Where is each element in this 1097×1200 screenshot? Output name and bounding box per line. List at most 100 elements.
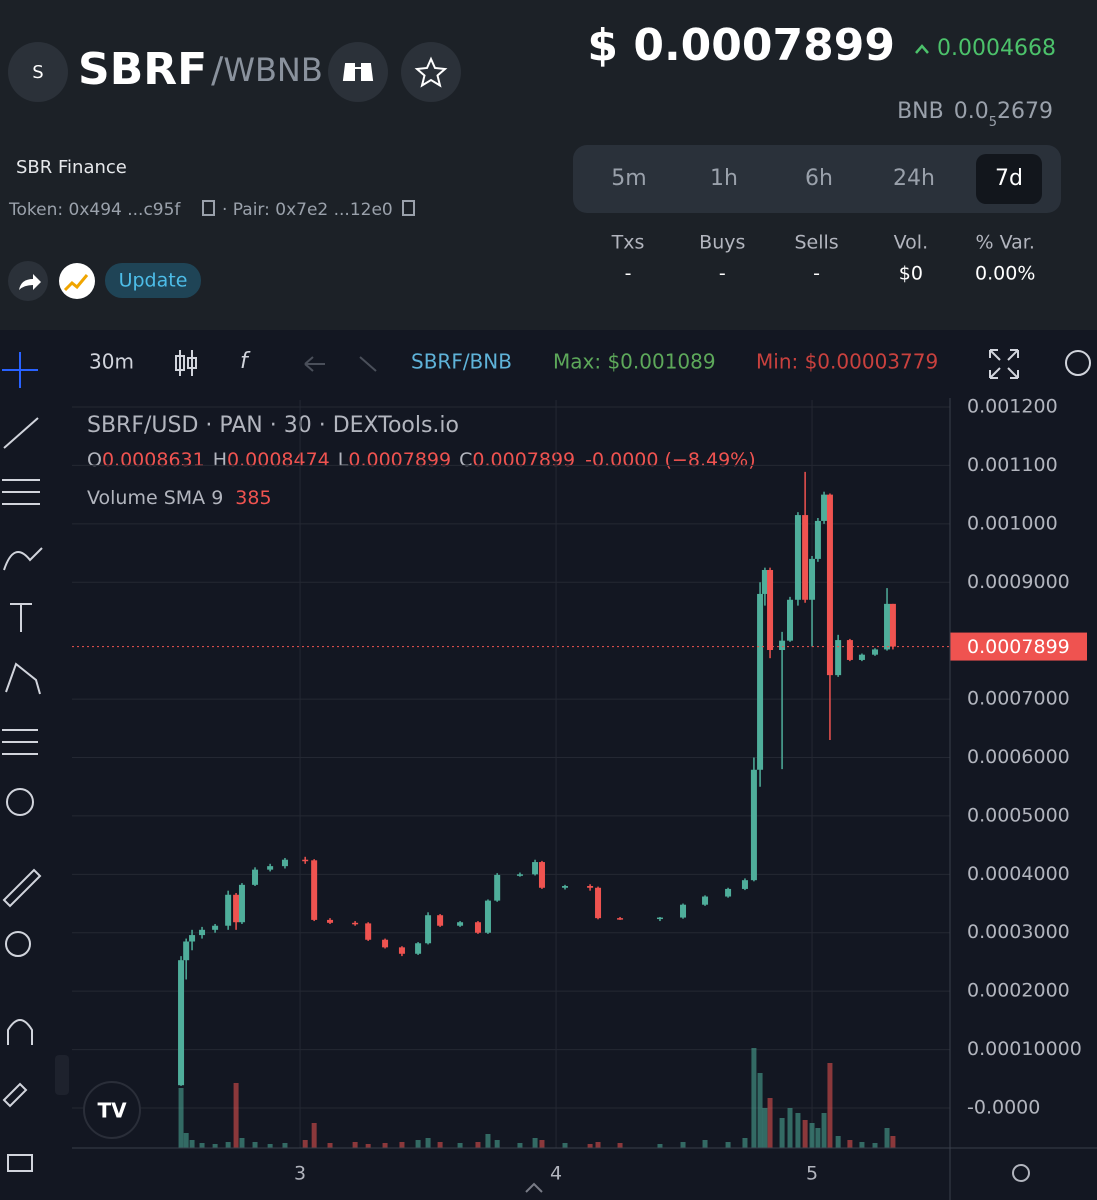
change: -0.0000 (−8.49%)	[585, 449, 755, 471]
chart-logo-icon	[63, 274, 89, 292]
tradingview-logo[interactable]	[83, 1081, 141, 1139]
measure-tool[interactable]	[2, 868, 42, 908]
candle-body	[233, 894, 240, 923]
stats: Txs - Buys - Sells - Vol. $0 % Var. 0.00%	[611, 232, 1036, 285]
l-label: L	[338, 449, 349, 471]
volume-bar	[762, 1108, 768, 1148]
candle-body	[267, 866, 274, 870]
zoom-tool[interactable]	[5, 931, 31, 957]
timeframe-button[interactable]: 24h	[893, 166, 935, 191]
pattern-tool[interactable]	[5, 662, 41, 695]
candle-body	[809, 558, 816, 600]
lock-tool[interactable]	[7, 1154, 33, 1172]
candle-body	[846, 640, 853, 660]
volume-bar	[595, 1142, 601, 1148]
toolbar-pair[interactable]: SBRF/BNB	[411, 350, 512, 374]
candle-body	[327, 919, 334, 923]
stat-value: 0.00%	[975, 263, 1035, 285]
copy-icon[interactable]	[402, 200, 415, 216]
volume-bar	[457, 1143, 463, 1148]
candle-body	[779, 640, 786, 651]
x-tick-label: 5	[806, 1163, 818, 1185]
volume-bar	[365, 1144, 371, 1148]
volume-bar	[225, 1142, 231, 1148]
share-icon	[19, 274, 41, 290]
candle-body	[702, 896, 709, 905]
timeframe-button[interactable]: 7d	[995, 166, 1023, 191]
candle-body	[871, 649, 878, 655]
copy-icon[interactable]	[202, 200, 215, 216]
volume-bar	[617, 1143, 623, 1148]
volume-bar	[657, 1144, 663, 1148]
axis-settings[interactable]	[1012, 1164, 1030, 1182]
fullscreen-icon[interactable]	[989, 349, 1019, 379]
volume-bar	[475, 1142, 481, 1148]
stat-label: Txs	[611, 232, 645, 254]
volume-bar	[847, 1140, 853, 1148]
crosshair-tool[interactable]	[2, 352, 38, 388]
trendline-tool[interactable]	[3, 417, 39, 449]
candle-body	[757, 593, 764, 770]
volume-bar	[532, 1138, 538, 1148]
text-tool[interactable]	[10, 603, 32, 632]
binoculars-button[interactable]	[328, 42, 388, 102]
candle-body	[238, 884, 245, 923]
undo-redo[interactable]	[304, 356, 377, 372]
candle-type-icon[interactable]	[175, 350, 197, 376]
y-tick-label: 0.0007000	[967, 688, 1070, 710]
drawing-tools	[2, 417, 43, 1172]
last-price-box	[950, 632, 1087, 661]
y-tick-label: 0.0006000	[967, 746, 1070, 768]
update-label: Update	[119, 270, 188, 292]
emoji-tool[interactable]	[6, 788, 34, 816]
collapse-handle[interactable]	[55, 1055, 69, 1095]
lock-draw-tool[interactable]	[2, 1082, 28, 1108]
indicators-icon[interactable]: f	[240, 349, 251, 374]
avatar[interactable]	[8, 42, 68, 102]
volume-bar	[539, 1140, 545, 1148]
h-value: 0.0008474	[227, 449, 330, 471]
candle-body	[199, 929, 206, 936]
timeframe-panel	[573, 145, 1061, 213]
scroll-arrow[interactable]	[525, 1182, 543, 1193]
candle-body	[302, 859, 309, 862]
candle-body	[415, 943, 422, 954]
candle-body	[767, 569, 774, 651]
settings-icon[interactable]	[1065, 350, 1091, 376]
separator: /	[211, 50, 224, 91]
volume-bar	[233, 1083, 239, 1148]
projection-tool[interactable]	[2, 729, 38, 755]
timeframe-button[interactable]: 5m	[611, 166, 646, 191]
candle-body	[595, 887, 602, 919]
volume-bar	[252, 1142, 258, 1148]
avatar-letter: S	[32, 62, 43, 83]
favorite-button[interactable]	[401, 42, 461, 102]
volume-bar	[802, 1120, 808, 1148]
timeframe-button[interactable]: 1h	[710, 166, 738, 191]
volume-bar	[725, 1142, 731, 1148]
volume-label: Volume SMA 9	[87, 487, 223, 509]
update-button[interactable]	[105, 263, 201, 298]
volume-bar	[352, 1142, 358, 1148]
toolbar-min: Min: $0.00003779	[756, 350, 938, 374]
volume-bar	[884, 1128, 890, 1148]
x-tick-label: 3	[294, 1163, 306, 1185]
bnb-rest: 2679	[997, 99, 1053, 124]
fib-tool[interactable]	[2, 479, 40, 505]
chart-logo[interactable]	[59, 263, 95, 299]
candle-body	[617, 918, 624, 920]
volume-bar	[757, 1073, 763, 1148]
brush-tool[interactable]	[3, 547, 43, 571]
candle-body	[281, 859, 288, 867]
timeframe-button[interactable]: 6h	[805, 166, 833, 191]
y-tick-label: 0.0003000	[967, 921, 1070, 943]
candle-body	[814, 520, 821, 559]
magnet-tool[interactable]	[7, 1019, 33, 1045]
candle-body	[787, 599, 794, 641]
volume-bar	[399, 1142, 405, 1148]
candle-body	[826, 494, 833, 676]
candle-body	[382, 939, 389, 948]
candle-body	[587, 886, 594, 888]
interval[interactable]: 30m	[89, 350, 134, 374]
candle-body	[538, 862, 545, 888]
